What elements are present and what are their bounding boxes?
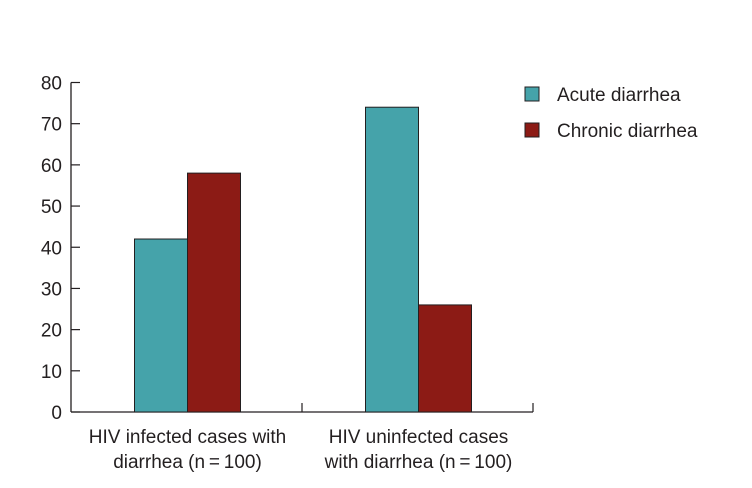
legend-swatch [524, 122, 540, 138]
x-tick-label: with diarrhea (n = 100) [324, 452, 513, 473]
y-tick-label: 30 [41, 279, 62, 300]
y-tick-label: 40 [41, 238, 62, 259]
x-tick-label: diarrhea (n = 100) [113, 452, 262, 473]
y-tick-label: 50 [41, 197, 62, 218]
bar-acute-diarrhea [365, 106, 419, 413]
y-tick-label: 20 [41, 321, 62, 342]
legend-label: Chronic diarrhea [557, 121, 698, 142]
y-tick-label: 60 [41, 156, 62, 177]
y-tick-label: 10 [41, 362, 62, 383]
y-tick-label: 0 [51, 403, 62, 424]
bar-chronic-diarrhea [418, 304, 472, 413]
y-tick-label: 80 [41, 74, 62, 95]
legend-swatch [524, 86, 540, 102]
x-tick-label: HIV uninfected cases [329, 427, 509, 448]
x-tick-label: HIV infected cases with [89, 427, 286, 448]
bar-acute-diarrhea [134, 238, 188, 413]
legend-label: Acute diarrhea [557, 85, 681, 106]
y-tick-label: 70 [41, 115, 62, 136]
bar-chronic-diarrhea [187, 172, 241, 413]
